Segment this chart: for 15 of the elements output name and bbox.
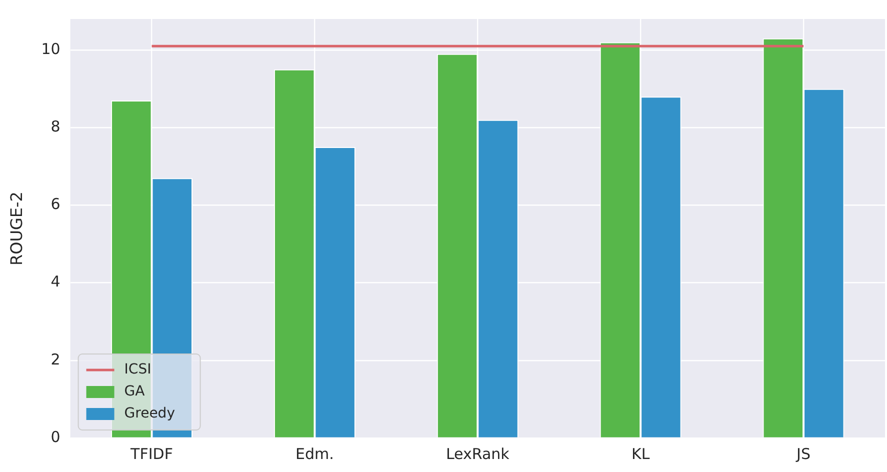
y-tick-label: 0 bbox=[50, 428, 60, 446]
y-tick-label: 10 bbox=[41, 40, 60, 58]
y-tick-label: 4 bbox=[50, 272, 60, 291]
y-axis-title: ROUGE-2 bbox=[6, 192, 26, 266]
x-tick-label: Edm. bbox=[296, 444, 334, 463]
x-tick-label: LexRank bbox=[446, 444, 510, 463]
x-tick-label: JS bbox=[796, 444, 811, 463]
legend-label: Greedy bbox=[124, 406, 175, 422]
y-tick-label: 8 bbox=[50, 118, 60, 136]
x-tick-label: TFIDF bbox=[130, 444, 173, 463]
y-tick-label: 6 bbox=[50, 195, 60, 214]
y-tick-label: 2 bbox=[50, 350, 60, 368]
legend-label: ICSI bbox=[124, 362, 152, 378]
legend-label: GA bbox=[124, 384, 146, 400]
x-tick-label: KL bbox=[631, 444, 650, 463]
